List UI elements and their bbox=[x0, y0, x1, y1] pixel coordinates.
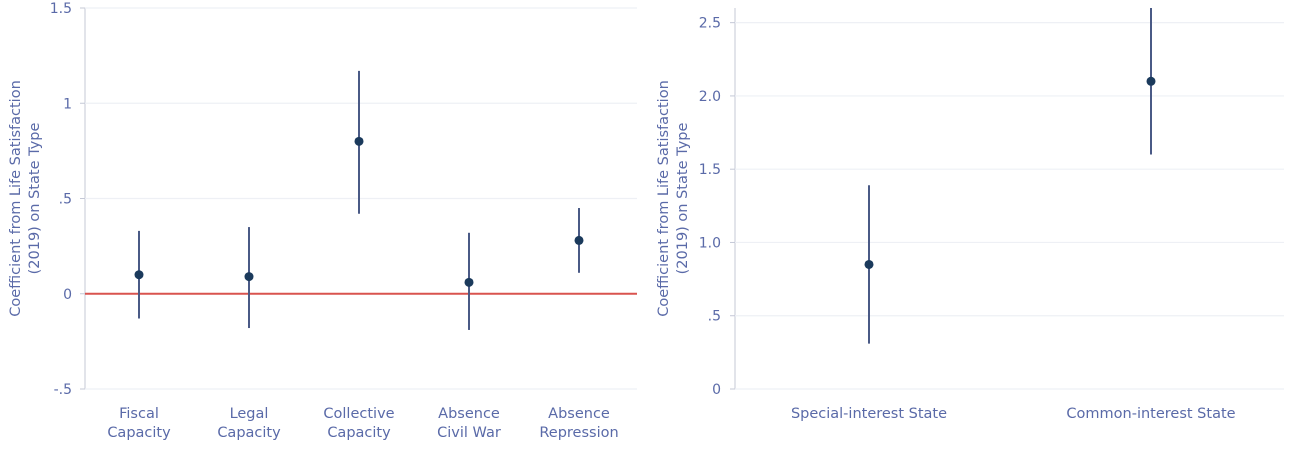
point-estimate bbox=[1146, 76, 1156, 86]
point-estimate bbox=[574, 235, 584, 245]
y-tick-label: 0 bbox=[63, 287, 72, 303]
category-label-line: Absence bbox=[438, 406, 500, 422]
category-label-line: Collective bbox=[323, 406, 394, 422]
category-label-line: Capacity bbox=[107, 425, 171, 441]
category-label: Legal Capacity bbox=[217, 406, 281, 441]
category-label-line: Capacity bbox=[217, 425, 281, 441]
y-axis-label-line: Coefficient from Life Satisfaction bbox=[656, 80, 672, 317]
y-tick-label: .5 bbox=[708, 309, 721, 325]
category-label: Fiscal Capacity bbox=[107, 406, 171, 441]
y-tick-label: 2.0 bbox=[699, 89, 721, 105]
category-label: Collective Capacity bbox=[323, 406, 394, 441]
category-label: Special-interest State bbox=[791, 406, 947, 422]
y-tick-label: .5 bbox=[59, 192, 72, 208]
category-label-line: Fiscal bbox=[119, 406, 159, 422]
y-axis-label: Coefficient from Life Satisfaction (2019)… bbox=[656, 80, 691, 317]
y-tick-label: 1.5 bbox=[50, 1, 72, 17]
y-axis-label: Coefficient from Life Satisfaction (2019)… bbox=[8, 80, 43, 317]
point-estimate bbox=[244, 272, 254, 282]
category-label: Absence Civil War bbox=[437, 406, 501, 441]
point-estimate bbox=[864, 259, 874, 269]
point-estimate bbox=[464, 277, 474, 287]
y-axis-label-line: (2019) on State Type bbox=[675, 123, 691, 275]
y-tick-label: -.5 bbox=[54, 382, 72, 398]
category-label-line: Absence bbox=[548, 406, 610, 422]
y-tick-label: 0 bbox=[712, 382, 721, 398]
y-tick-label: 1 bbox=[63, 96, 72, 112]
category-label: Common-interest State bbox=[1066, 406, 1235, 422]
y-tick-label: 2.5 bbox=[699, 16, 721, 32]
category-label-line: Special-interest State bbox=[791, 406, 947, 422]
category-label-line: Repression bbox=[539, 425, 618, 441]
category-label: Absence Repression bbox=[539, 406, 618, 441]
category-label-line: Common-interest State bbox=[1066, 406, 1235, 422]
category-label-line: Civil War bbox=[437, 425, 501, 441]
y-tick-label: 1.5 bbox=[699, 162, 721, 178]
chart-panel-1: -.5 0 .5 1 1.5 Coefficient from Life Satisfac… bbox=[8, 1, 637, 441]
point-estimate bbox=[134, 270, 144, 280]
y-tick-label: 1.0 bbox=[699, 235, 721, 251]
y-axis-label-line: Coefficient from Life Satisfaction bbox=[8, 80, 24, 317]
category-label-line: Legal bbox=[230, 406, 269, 422]
category-label-line: Capacity bbox=[327, 425, 391, 441]
point-estimate bbox=[354, 136, 364, 146]
chart-panel-2: 0 .5 1.0 1.5 2.0 2.5 Coefficient from Life Sat… bbox=[656, 8, 1284, 422]
y-axis-label-line: (2019) on State Type bbox=[27, 123, 43, 275]
